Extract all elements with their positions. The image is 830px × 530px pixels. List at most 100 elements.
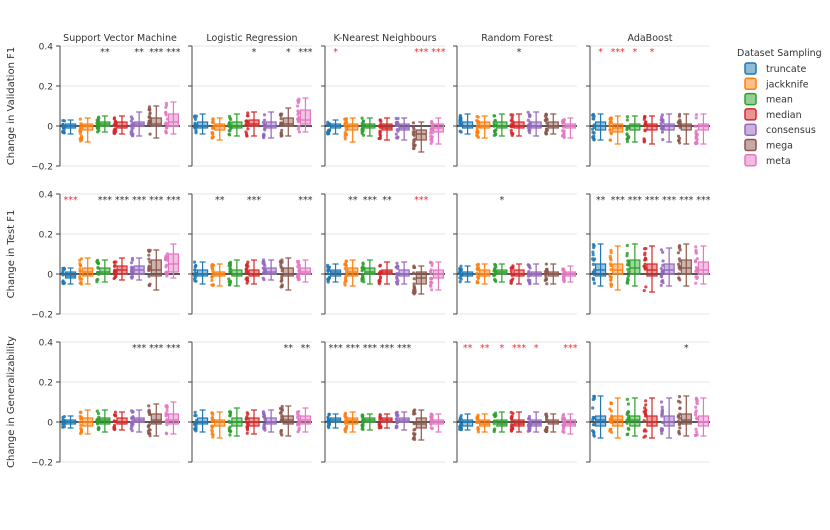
data-point bbox=[429, 127, 433, 131]
data-point bbox=[212, 263, 216, 268]
data-point bbox=[361, 265, 365, 269]
data-point bbox=[676, 134, 681, 138]
legend-item-mean[interactable]: mean bbox=[744, 92, 793, 106]
data-point bbox=[296, 112, 300, 116]
box-truncate: ** bbox=[458, 343, 474, 432]
data-point bbox=[193, 121, 197, 125]
iqr-box bbox=[64, 271, 77, 279]
data-point bbox=[544, 127, 549, 131]
data-point bbox=[458, 119, 462, 124]
data-point bbox=[694, 427, 698, 431]
box-median bbox=[377, 117, 393, 141]
significance-marker: * bbox=[517, 47, 522, 58]
box-consensus bbox=[394, 261, 410, 286]
iqr-box bbox=[398, 269, 410, 277]
data-point bbox=[411, 125, 416, 129]
data-point bbox=[326, 272, 330, 276]
data-point bbox=[164, 265, 168, 269]
data-point bbox=[660, 431, 664, 435]
data-point bbox=[62, 281, 66, 285]
box-median bbox=[509, 263, 525, 285]
data-point bbox=[262, 133, 266, 137]
data-point bbox=[147, 274, 151, 278]
data-point bbox=[165, 270, 169, 274]
legend-item-consensus[interactable]: consensus bbox=[744, 123, 816, 136]
data-point bbox=[643, 412, 647, 416]
iqr-box bbox=[167, 413, 180, 425]
data-point bbox=[327, 122, 331, 126]
data-point bbox=[608, 128, 612, 132]
legend-item-mega[interactable]: mega bbox=[744, 138, 793, 152]
data-point bbox=[626, 432, 630, 436]
data-point bbox=[97, 426, 101, 431]
data-point bbox=[262, 266, 266, 271]
box-median: *** bbox=[377, 343, 394, 430]
data-point bbox=[510, 273, 514, 277]
box-mega: *** bbox=[146, 195, 164, 291]
data-point bbox=[609, 278, 613, 282]
data-point bbox=[676, 414, 681, 418]
data-point bbox=[210, 429, 215, 434]
data-point bbox=[245, 270, 249, 274]
data-point bbox=[361, 420, 365, 424]
legend-item-truncate[interactable]: truncate bbox=[744, 62, 806, 75]
data-point bbox=[280, 128, 284, 132]
data-point bbox=[297, 269, 301, 273]
data-point bbox=[591, 112, 596, 117]
data-point bbox=[642, 117, 646, 121]
data-point bbox=[509, 269, 513, 273]
data-point bbox=[625, 115, 630, 119]
data-point bbox=[562, 275, 566, 279]
data-point bbox=[130, 133, 134, 137]
data-point bbox=[112, 264, 117, 269]
box-consensus: * bbox=[526, 343, 542, 433]
significance-marker: * bbox=[534, 343, 539, 354]
data-point bbox=[360, 128, 364, 132]
box-median: *** bbox=[112, 195, 129, 281]
data-point bbox=[545, 282, 549, 286]
data-point bbox=[164, 129, 168, 133]
data-point bbox=[227, 133, 232, 137]
data-point bbox=[395, 419, 399, 424]
data-point bbox=[96, 121, 100, 125]
iqr-box bbox=[697, 415, 710, 427]
data-point bbox=[412, 428, 416, 432]
box-mega bbox=[543, 412, 559, 434]
data-point bbox=[343, 117, 347, 121]
data-point bbox=[326, 263, 330, 267]
data-point bbox=[78, 263, 83, 268]
data-point bbox=[429, 280, 433, 284]
box-median: ** bbox=[377, 195, 393, 286]
significance-marker: ** bbox=[382, 195, 392, 206]
data-point bbox=[327, 412, 331, 416]
data-point bbox=[280, 258, 284, 262]
data-point bbox=[644, 285, 648, 289]
box-truncate bbox=[61, 415, 77, 429]
box-mean: * bbox=[625, 47, 641, 144]
box-mean: * bbox=[492, 195, 508, 283]
data-point bbox=[625, 397, 629, 401]
data-point bbox=[378, 125, 383, 129]
data-point bbox=[510, 265, 514, 270]
data-point bbox=[492, 274, 496, 278]
data-point bbox=[476, 418, 480, 423]
box-mean bbox=[492, 113, 508, 138]
data-point bbox=[244, 277, 248, 281]
legend-item-meta[interactable]: meta bbox=[744, 154, 791, 167]
legend-item-jackknife[interactable]: jackknife bbox=[744, 77, 809, 90]
iqr-box bbox=[594, 415, 607, 427]
data-point bbox=[296, 117, 300, 121]
data-point bbox=[193, 421, 197, 426]
data-point bbox=[130, 410, 135, 414]
data-point bbox=[643, 266, 647, 270]
data-point bbox=[378, 130, 382, 134]
data-point bbox=[475, 134, 479, 138]
significance-marker: *** bbox=[679, 195, 694, 206]
data-point bbox=[146, 424, 150, 428]
data-point bbox=[61, 119, 65, 123]
box-consensus bbox=[526, 263, 542, 286]
legend-item-median[interactable]: median bbox=[744, 108, 802, 121]
data-point bbox=[475, 131, 479, 135]
iqr-box bbox=[167, 253, 180, 273]
box-truncate: ** bbox=[591, 195, 607, 287]
